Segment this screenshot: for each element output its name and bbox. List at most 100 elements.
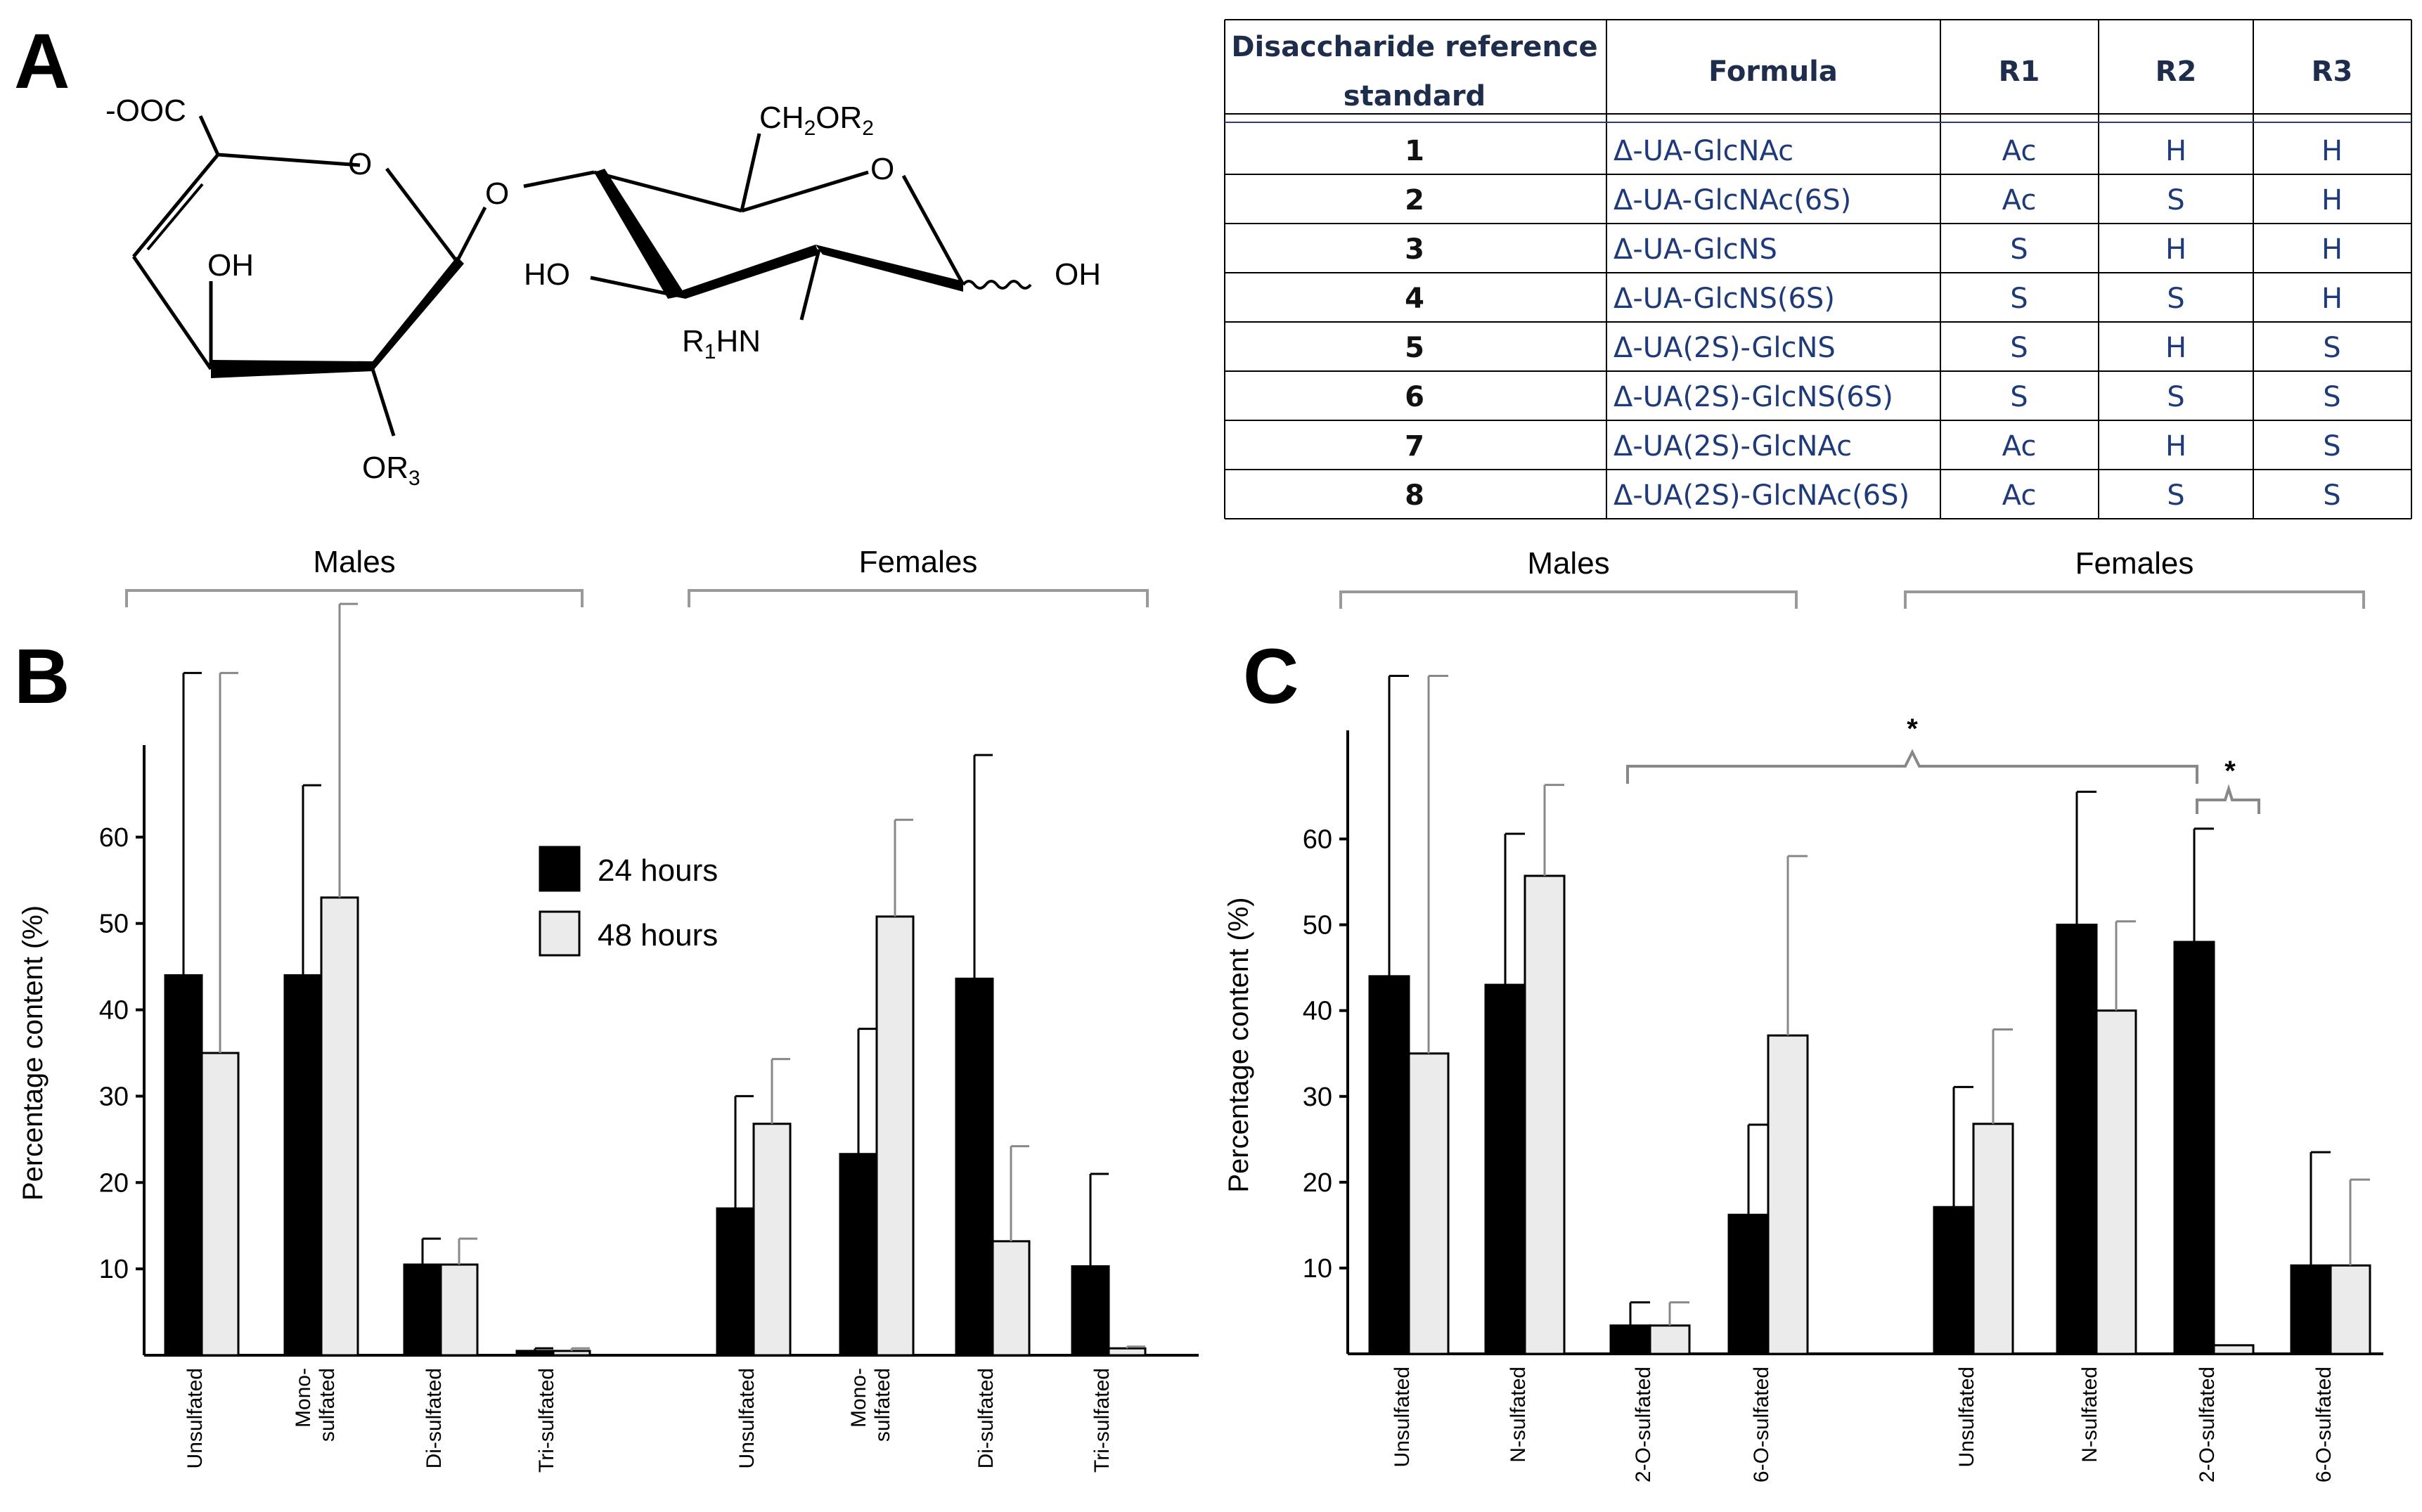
- header-r2: R2: [2156, 56, 2197, 88]
- group-bracket: [688, 589, 1149, 607]
- y-tick-label: 40: [1303, 997, 1332, 1026]
- reference-table: Disaccharide reference standard Formula …: [1224, 19, 2412, 519]
- bar: [2329, 1264, 2371, 1355]
- panel-label-a: A: [14, 18, 70, 105]
- table-cell-formula: Δ-UA(2S)-GlcNS(6S): [1613, 381, 1893, 413]
- group-label: Females: [2075, 546, 2194, 581]
- group-label: Males: [1527, 546, 1609, 581]
- ch2or2-label: CH2OR2: [759, 101, 874, 140]
- table-cell-r1: Ac: [2002, 184, 2037, 217]
- table-cell-r3: S: [2323, 381, 2340, 413]
- legend-label: 24 hours: [598, 853, 718, 888]
- bar: [283, 974, 323, 1357]
- bold-bond: [594, 169, 685, 299]
- table-cell-r1: Ac: [2002, 479, 2037, 512]
- table-cell-id: 7: [1405, 430, 1424, 463]
- y-axis-label: Percentage content (%): [1223, 897, 1254, 1192]
- significance-marker: *: [2224, 756, 2236, 787]
- x-category-label: Di-sulfated: [974, 1368, 998, 1468]
- table-cell-id: 6: [1405, 381, 1424, 413]
- x-category-label: Unsulfated: [735, 1368, 759, 1468]
- bar: [1368, 975, 1410, 1355]
- bar: [2290, 1264, 2332, 1355]
- table-cell-r3: H: [2321, 283, 2343, 315]
- bar: [164, 974, 203, 1357]
- bar: [752, 1123, 792, 1357]
- table-cell-id: 4: [1405, 283, 1424, 315]
- bar: [1484, 983, 1526, 1355]
- x-category-label: Di-sulfated: [423, 1368, 446, 1468]
- table-cell-formula: Δ-UA-GlcNAc: [1613, 135, 1793, 167]
- bar: [955, 977, 994, 1357]
- x-category-label: Tri-sulfated: [535, 1368, 558, 1473]
- bar: [552, 1350, 591, 1357]
- y-tick-label: 20: [1303, 1168, 1332, 1198]
- group-label: Females: [859, 545, 978, 579]
- y-tick-label: 20: [99, 1168, 129, 1198]
- table-cell-id: 1: [1405, 135, 1424, 167]
- table-cell-formula: Δ-UA-GlcNAc(6S): [1613, 184, 1851, 217]
- bar: [515, 1350, 555, 1357]
- bar: [320, 896, 359, 1357]
- y-axis-label: Percentage content (%): [18, 905, 49, 1201]
- x-category-label: Tri-sulfated: [1090, 1368, 1114, 1473]
- r1hn-label: R1HN: [682, 324, 761, 363]
- hydroxyl-label: OH: [1055, 257, 1101, 292]
- group-bracket: [1339, 590, 1798, 609]
- header-formula: Formula: [1708, 56, 1838, 88]
- y-tick-label: 10: [1303, 1254, 1332, 1284]
- table-cell-r3: S: [2323, 332, 2340, 364]
- group-label: Males: [313, 545, 395, 579]
- table-cell-formula: Δ-UA-GlcNS: [1613, 233, 1777, 266]
- header-standard: standard: [1344, 80, 1486, 112]
- table-cell-r2: S: [2167, 184, 2184, 217]
- table-cell-r1: S: [2010, 332, 2028, 364]
- panel-label-b: B: [14, 633, 70, 720]
- y-tick-label: 40: [99, 996, 129, 1026]
- bar: [2173, 941, 2215, 1355]
- table-cell-formula: Δ-UA(2S)-GlcNAc: [1613, 430, 1852, 463]
- significance-bracket: [1626, 749, 2198, 784]
- group-bracket: [125, 589, 584, 607]
- table-cell-r3: S: [2323, 430, 2340, 463]
- header-disaccharide: Disaccharide reference: [1231, 31, 1597, 63]
- bar: [1524, 874, 1566, 1355]
- hydroxyl-label: OH: [207, 248, 254, 283]
- x-category-label: 6-O-sulfated: [1750, 1366, 1773, 1482]
- table-cell-formula: Δ-UA-GlcNS(6S): [1613, 283, 1835, 315]
- ring-oxygen-label: O: [348, 147, 372, 181]
- hydroxyl-label: HO: [524, 257, 570, 292]
- header-r3: R3: [2312, 56, 2353, 88]
- x-category-label: Mono-sulfated: [292, 1368, 339, 1442]
- x-category-label: Unsulfated: [183, 1368, 207, 1468]
- group-bracket: [1904, 590, 2365, 609]
- legend-swatch: [539, 846, 581, 892]
- bar: [1933, 1206, 1975, 1355]
- x-category-label: Mono-sulfated: [847, 1368, 894, 1442]
- bold-bond: [211, 360, 373, 378]
- table-cell-r1: Ac: [2002, 430, 2037, 463]
- bar: [991, 1240, 1031, 1357]
- table-cell-r2: H: [2165, 233, 2186, 266]
- ring-oxygen-label: O: [870, 152, 894, 186]
- or3-label: OR3: [362, 451, 420, 490]
- table-cell-id: 5: [1405, 332, 1424, 364]
- table-cell-r2: S: [2167, 479, 2184, 512]
- x-category-label: Unsulfated: [1955, 1366, 1978, 1467]
- bar: [2056, 924, 2098, 1355]
- table-cell-id: 8: [1405, 479, 1424, 512]
- bar: [1767, 1034, 1809, 1355]
- table-cell-id: 2: [1405, 184, 1424, 217]
- bar: [716, 1207, 755, 1357]
- x-category-label: N-sulfated: [2078, 1366, 2101, 1463]
- table-cell-id: 3: [1405, 233, 1424, 266]
- y-tick-label: 30: [99, 1082, 129, 1111]
- bar: [839, 1153, 878, 1357]
- bar: [200, 1052, 240, 1357]
- table-cell-r2: S: [2167, 381, 2184, 413]
- carboxylate-label: -OOC: [105, 93, 186, 128]
- table-cell-r1: S: [2010, 283, 2028, 315]
- table-cell-r2: H: [2165, 135, 2186, 167]
- y-tick-label: 50: [99, 910, 129, 939]
- chemical-structure: -OOC O O O OH HO OH CH2OR2 R1HN OR3: [105, 93, 1101, 490]
